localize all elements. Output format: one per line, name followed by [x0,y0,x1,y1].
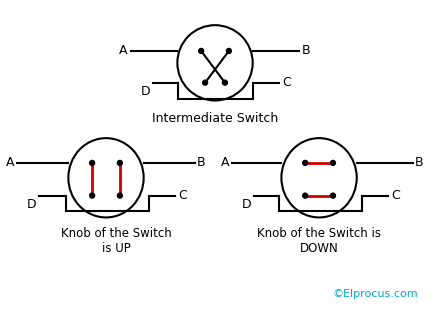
Circle shape [223,80,227,85]
Circle shape [199,49,204,53]
Circle shape [118,160,122,165]
Text: B: B [197,156,206,169]
Text: A: A [221,156,230,169]
Circle shape [90,160,95,165]
Circle shape [303,193,308,198]
Text: C: C [178,189,187,202]
Text: Knob of the Switch is
DOWN: Knob of the Switch is DOWN [257,227,381,255]
Text: D: D [27,198,36,211]
Circle shape [330,193,335,198]
Text: ©Elprocus.com: ©Elprocus.com [332,289,418,299]
Circle shape [227,49,231,53]
Text: C: C [391,189,400,202]
Circle shape [203,80,207,85]
Text: A: A [119,44,128,57]
Circle shape [303,160,308,165]
Text: C: C [283,76,291,89]
Text: B: B [302,44,311,57]
Circle shape [90,193,95,198]
Circle shape [118,193,122,198]
Text: D: D [242,198,252,211]
Text: B: B [415,156,424,169]
Text: A: A [7,156,15,169]
Text: Intermediate Switch: Intermediate Switch [152,112,278,125]
Text: Knob of the Switch
is UP: Knob of the Switch is UP [60,227,171,255]
Text: D: D [141,85,151,98]
Circle shape [330,160,335,165]
